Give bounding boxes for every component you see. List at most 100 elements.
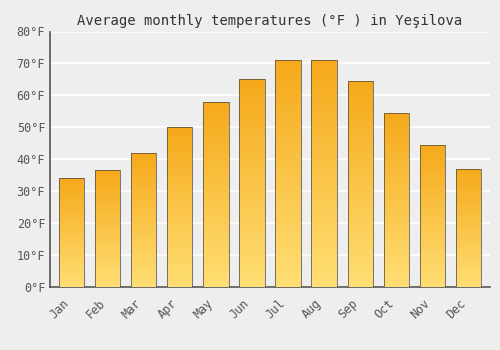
Bar — [312, 178, 336, 180]
Bar — [348, 258, 373, 260]
Bar — [384, 266, 409, 268]
Bar — [276, 144, 300, 146]
Bar — [131, 206, 156, 208]
Bar — [348, 229, 373, 231]
Bar — [456, 178, 481, 180]
Bar — [312, 198, 336, 201]
Bar — [420, 240, 445, 241]
Bar — [59, 261, 84, 262]
Bar — [167, 180, 192, 182]
Bar — [240, 214, 264, 216]
Bar — [131, 235, 156, 236]
Bar — [95, 180, 120, 181]
Bar — [348, 168, 373, 170]
Bar — [95, 208, 120, 209]
Bar — [348, 250, 373, 252]
Bar — [348, 206, 373, 209]
Bar — [167, 215, 192, 217]
Bar — [276, 169, 300, 171]
Bar — [456, 276, 481, 278]
Bar — [240, 162, 264, 164]
Title: Average monthly temperatures (°F ) in Yeşilova: Average monthly temperatures (°F ) in Ye… — [78, 14, 462, 28]
Bar — [312, 217, 336, 219]
Bar — [384, 130, 409, 132]
Bar — [312, 230, 336, 233]
Bar — [204, 196, 229, 198]
Bar — [204, 174, 229, 176]
Bar — [312, 276, 336, 278]
Bar — [131, 275, 156, 276]
Bar — [348, 219, 373, 221]
Bar — [131, 243, 156, 244]
Bar — [95, 229, 120, 230]
Bar — [240, 92, 264, 94]
Bar — [59, 217, 84, 219]
Bar — [59, 237, 84, 238]
Bar — [167, 194, 192, 196]
Bar — [348, 279, 373, 281]
Bar — [95, 281, 120, 282]
Bar — [312, 112, 336, 115]
Bar — [384, 226, 409, 228]
Bar — [348, 264, 373, 266]
Bar — [312, 205, 336, 208]
Bar — [240, 164, 264, 167]
Bar — [384, 137, 409, 139]
Bar — [348, 215, 373, 217]
Bar — [167, 255, 192, 257]
Bar — [95, 182, 120, 183]
Bar — [167, 137, 192, 139]
Bar — [204, 122, 229, 124]
Bar — [167, 191, 192, 193]
Bar — [420, 251, 445, 253]
Bar — [420, 266, 445, 267]
Bar — [456, 186, 481, 187]
Bar — [240, 138, 264, 140]
Bar — [276, 74, 300, 76]
Bar — [276, 253, 300, 255]
Bar — [456, 218, 481, 220]
Bar — [59, 203, 84, 204]
Bar — [59, 235, 84, 236]
Bar — [131, 219, 156, 220]
Bar — [456, 169, 481, 287]
Bar — [456, 174, 481, 175]
Bar — [240, 208, 264, 210]
Bar — [240, 156, 264, 158]
Bar — [276, 63, 300, 65]
Bar — [204, 246, 229, 248]
Bar — [276, 117, 300, 119]
Bar — [59, 262, 84, 263]
Bar — [384, 242, 409, 244]
Bar — [348, 275, 373, 277]
Bar — [456, 268, 481, 269]
Bar — [59, 194, 84, 195]
Bar — [167, 167, 192, 169]
Bar — [240, 94, 264, 96]
Bar — [420, 200, 445, 202]
Bar — [456, 258, 481, 259]
Bar — [420, 224, 445, 226]
Bar — [95, 251, 120, 252]
Bar — [384, 216, 409, 217]
Bar — [420, 199, 445, 200]
Bar — [240, 281, 264, 283]
Bar — [276, 178, 300, 180]
Bar — [456, 188, 481, 189]
Bar — [240, 86, 264, 88]
Bar — [95, 250, 120, 251]
Bar — [95, 176, 120, 177]
Bar — [240, 173, 264, 175]
Bar — [348, 227, 373, 229]
Bar — [240, 210, 264, 212]
Bar — [95, 257, 120, 258]
Bar — [456, 212, 481, 214]
Bar — [95, 223, 120, 224]
Bar — [348, 182, 373, 184]
Bar — [384, 259, 409, 261]
Bar — [384, 221, 409, 223]
Bar — [167, 187, 192, 188]
Bar — [276, 230, 300, 233]
Bar — [384, 191, 409, 193]
Bar — [420, 281, 445, 283]
